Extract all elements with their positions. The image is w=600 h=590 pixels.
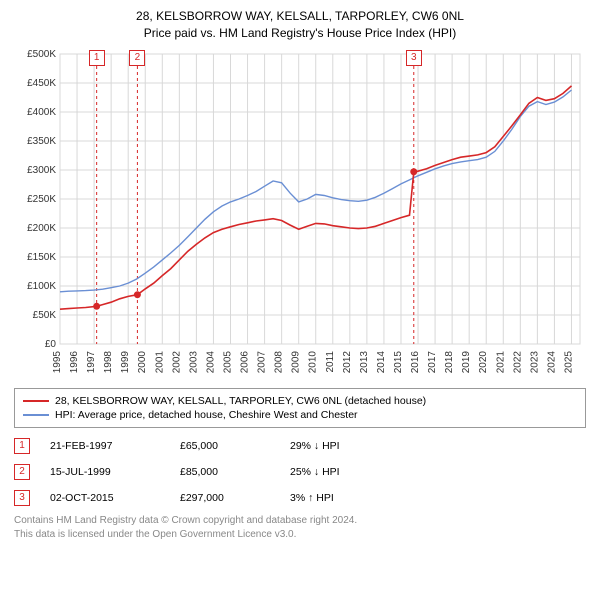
legend-item: HPI: Average price, detached house, Ches… <box>23 408 577 422</box>
title-line-1: 28, KELSBORROW WAY, KELSALL, TARPORLEY, … <box>14 8 586 25</box>
svg-text:2011: 2011 <box>325 350 336 372</box>
svg-text:1995: 1995 <box>52 350 63 373</box>
note-price: £297,000 <box>180 492 270 504</box>
svg-text:2003: 2003 <box>188 350 199 373</box>
svg-text:2009: 2009 <box>291 350 302 373</box>
chart-area: £0 £50K £100K £150K £200K £250K £300K £350K £400… <box>14 48 586 378</box>
svg-text:2010: 2010 <box>308 350 319 373</box>
legend-swatch <box>23 400 49 402</box>
note-hpi: 29% ↓ HPI <box>290 440 380 452</box>
legend-label: HPI: Average price, detached house, Ches… <box>55 409 358 421</box>
svg-text:2013: 2013 <box>359 350 370 373</box>
svg-text:2005: 2005 <box>222 350 233 373</box>
note-hpi: 3% ↑ HPI <box>290 492 380 504</box>
svg-text:1998: 1998 <box>103 350 114 373</box>
note-date: 15-JUL-1999 <box>50 466 160 478</box>
svg-text:2016: 2016 <box>410 350 421 373</box>
svg-text:2019: 2019 <box>461 350 472 373</box>
svg-text:£0: £0 <box>45 339 57 350</box>
attribution-line-1: Contains HM Land Registry data © Crown c… <box>14 514 586 528</box>
svg-text:£200K: £200K <box>27 223 56 234</box>
title-line-2: Price paid vs. HM Land Registry's House … <box>14 25 586 42</box>
chart-title: 28, KELSBORROW WAY, KELSALL, TARPORLEY, … <box>14 8 586 42</box>
marker-label: 2 <box>129 50 145 66</box>
svg-text:2004: 2004 <box>205 350 216 373</box>
svg-text:£500K: £500K <box>27 49 56 60</box>
svg-text:2012: 2012 <box>342 350 353 373</box>
sale-note-row: 2 15-JUL-1999 £85,000 25% ↓ HPI <box>14 462 586 482</box>
svg-text:£400K: £400K <box>27 107 56 118</box>
svg-text:£250K: £250K <box>27 194 56 205</box>
svg-text:2002: 2002 <box>171 350 182 373</box>
svg-text:2008: 2008 <box>274 350 285 373</box>
svg-text:2001: 2001 <box>154 350 165 373</box>
svg-text:2018: 2018 <box>444 350 455 373</box>
svg-text:£450K: £450K <box>27 78 56 89</box>
svg-text:2015: 2015 <box>393 350 404 373</box>
svg-text:£350K: £350K <box>27 136 56 147</box>
svg-text:2020: 2020 <box>478 350 489 373</box>
marker-label: 1 <box>89 50 105 66</box>
svg-text:1996: 1996 <box>69 350 80 373</box>
svg-text:1999: 1999 <box>120 350 131 373</box>
note-date: 02-OCT-2015 <box>50 492 160 504</box>
chart-container: 28, KELSBORROW WAY, KELSALL, TARPORLEY, … <box>0 0 600 590</box>
svg-text:2023: 2023 <box>529 350 540 373</box>
note-date: 21-FEB-1997 <box>50 440 160 452</box>
svg-text:£300K: £300K <box>27 165 56 176</box>
note-marker: 3 <box>14 490 30 506</box>
svg-text:2022: 2022 <box>512 350 523 373</box>
note-marker: 2 <box>14 464 30 480</box>
legend-label: 28, KELSBORROW WAY, KELSALL, TARPORLEY, … <box>55 395 426 407</box>
svg-text:£100K: £100K <box>27 281 56 292</box>
marker-label: 3 <box>406 50 422 66</box>
svg-text:2017: 2017 <box>427 350 438 373</box>
svg-text:2000: 2000 <box>137 350 148 373</box>
svg-text:2014: 2014 <box>376 350 387 373</box>
svg-text:2025: 2025 <box>563 350 574 373</box>
svg-text:2021: 2021 <box>495 350 506 373</box>
sale-note-row: 1 21-FEB-1997 £65,000 29% ↓ HPI <box>14 436 586 456</box>
attribution-line-2: This data is licensed under the Open Gov… <box>14 528 586 542</box>
sale-note-row: 3 02-OCT-2015 £297,000 3% ↑ HPI <box>14 488 586 508</box>
svg-text:2006: 2006 <box>240 350 251 373</box>
svg-text:2007: 2007 <box>257 350 268 373</box>
svg-text:£50K: £50K <box>33 310 57 321</box>
legend: 28, KELSBORROW WAY, KELSALL, TARPORLEY, … <box>14 388 586 428</box>
note-marker: 1 <box>14 438 30 454</box>
legend-swatch <box>23 414 49 416</box>
sale-notes: 1 21-FEB-1997 £65,000 29% ↓ HPI 2 15-JUL-1999… <box>14 436 586 508</box>
note-price: £65,000 <box>180 440 270 452</box>
chart-svg: £0 £50K £100K £150K £200K £250K £300K £350K £400… <box>14 48 586 378</box>
note-hpi: 25% ↓ HPI <box>290 466 380 478</box>
svg-text:2024: 2024 <box>546 350 557 373</box>
legend-item: 28, KELSBORROW WAY, KELSALL, TARPORLEY, … <box>23 394 577 408</box>
svg-text:1997: 1997 <box>86 350 97 373</box>
svg-text:£150K: £150K <box>27 252 56 263</box>
note-price: £85,000 <box>180 466 270 478</box>
attribution: Contains HM Land Registry data © Crown c… <box>14 514 586 542</box>
